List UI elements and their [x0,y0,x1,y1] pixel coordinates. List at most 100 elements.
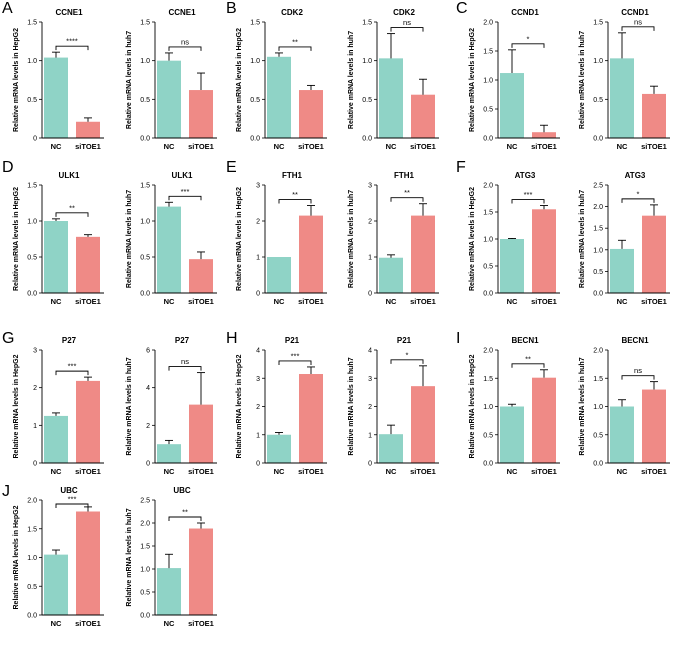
x-category-label: NC [507,467,518,476]
chart-c2: CCND1 Relative mRNA levels in huh7 0.0 0.5 1… [579,8,670,151]
x-category-label: siTOE1 [298,297,324,306]
y-axis-label: Relative mRNA levels in huh7 [126,31,133,129]
y-tick-label: 0.5 [250,97,260,104]
chart-title: UBC [60,486,78,495]
significance-label: **** [66,37,78,46]
panel-label-c: C [456,0,468,17]
y-tick-label: 2.0 [483,20,493,27]
chart-b2: CDK2 Relative mRNA levels in huh7 0.0 0.5 1.… [348,8,439,151]
y-tick-label: 1.5 [27,183,37,190]
panel-label-b: B [226,0,237,17]
y-axis-label: Relative mRNA levels in huh7 [348,357,355,455]
significance-label: ** [69,203,75,212]
significance-label: ** [404,188,410,197]
y-tick-label: 0.5 [483,432,493,439]
bar-nc [157,206,181,293]
y-tick-label: 2 [256,219,260,226]
y-axis-label: Relative mRNA levels in HepG2 [469,354,476,458]
bar-nc [267,56,291,138]
bar-sitoe1 [189,528,213,615]
chart-title: P21 [397,336,412,345]
chart-i1: BECN1 Relative mRNA levels in HepG2 0.0 0.5… [469,336,560,476]
y-tick-label: 4 [368,348,372,355]
y-tick-label: 0.5 [140,255,150,262]
y-tick-label: 0.0 [483,136,493,143]
chart-f1: ATG3 Relative mRNA levels in HepG2 0.0 0.5 1… [469,171,560,306]
y-axis-label: Relative mRNA levels in huh7 [348,190,355,288]
chart-title: CCND1 [621,8,649,17]
y-tick-label: 0.0 [27,613,37,620]
chart-title: ULK1 [59,171,80,180]
x-category-label: siTOE1 [410,142,436,151]
chart-title: CCNE1 [168,8,196,17]
significance-label: ** [292,190,298,199]
bar-nc [500,239,524,293]
y-tick-label: 1.5 [250,20,260,27]
y-axis-label: Relative mRNA levels in HepG2 [13,505,20,609]
y-axis-label: Relative mRNA levels in huh7 [579,357,586,455]
significance-bracket [390,27,424,32]
y-axis-label: Relative mRNA levels in HepG2 [236,187,243,291]
y-tick-label: 0 [33,461,37,468]
bar-sitoe1 [76,380,100,463]
y-axis-label: Relative mRNA levels in HepG2 [13,354,20,458]
y-tick-label: 0.0 [140,291,150,298]
chart-title: CDK2 [281,8,303,17]
y-tick-label: 1.0 [593,58,603,65]
bar-sitoe1 [189,90,213,138]
significance-label: ns [181,37,189,46]
significance-bracket [55,212,89,217]
chart-title: BECN1 [511,336,539,345]
y-tick-label: 2 [368,219,372,226]
chart-a2: CCNE1 Relative mRNA levels in huh7 0.0 0.5 1… [126,8,217,151]
chart-j1: UBC Relative mRNA levels in HepG2 0.0 0.5 1.… [13,486,104,628]
x-category-label: NC [617,467,628,476]
x-category-label: siTOE1 [188,142,214,151]
panel-label-d: D [2,159,14,176]
y-tick-label: 3 [368,376,372,383]
y-tick-label: 2.0 [27,498,37,505]
y-tick-label: 2 [146,423,150,430]
chart-title: ATG3 [515,171,536,180]
y-tick-label: 3 [256,376,260,383]
significance-bracket [278,360,312,365]
bar-nc [44,57,68,138]
bar-sitoe1 [642,215,666,293]
y-tick-label: 0.5 [27,97,37,104]
bar-sitoe1 [76,236,100,293]
y-tick-label: 0.0 [250,136,260,143]
x-category-label: siTOE1 [75,467,101,476]
x-category-label: NC [164,142,175,151]
panel-label-e: E [226,159,237,176]
y-axis-label: Relative mRNA levels in HepG2 [469,187,476,291]
chart-title: ULK1 [172,171,193,180]
y-tick-label: 0.5 [27,255,37,262]
y-tick-label: 0.5 [483,107,493,114]
y-tick-label: 1.0 [593,247,603,254]
chart-d1: ULK1 Relative mRNA levels in HepG2 0.0 0.5 1… [13,171,104,306]
y-axis-label: Relative mRNA levels in huh7 [126,190,133,288]
x-category-label: siTOE1 [75,297,101,306]
bar-sitoe1 [189,404,213,463]
y-tick-label: 2.5 [593,183,603,190]
chart-c1: CCND1 Relative mRNA levels in HepG2 0.0 0.5… [469,8,560,151]
y-tick-label: 4 [146,385,150,392]
chart-title: BECN1 [621,336,649,345]
y-tick-label: 0.5 [593,432,603,439]
y-tick-label: 3 [33,348,37,355]
y-tick-label: 1.5 [593,226,603,233]
bar-nc [379,257,403,293]
x-category-label: NC [274,142,285,151]
y-axis-label: Relative mRNA levels in huh7 [579,190,586,288]
significance-bracket [621,26,655,31]
significance-bracket [390,359,424,364]
y-tick-label: 1.0 [140,567,150,574]
significance-label: ** [525,354,531,363]
chart-f2: ATG3 Relative mRNA levels in huh7 0.0 0.5 1.… [579,171,670,306]
y-tick-label: 0.0 [27,291,37,298]
x-category-label: siTOE1 [298,467,324,476]
chart-d2: ULK1 Relative mRNA levels in huh7 0.0 0.5 1.… [126,171,217,306]
significance-bracket [168,516,202,521]
significance-bracket [511,43,545,48]
